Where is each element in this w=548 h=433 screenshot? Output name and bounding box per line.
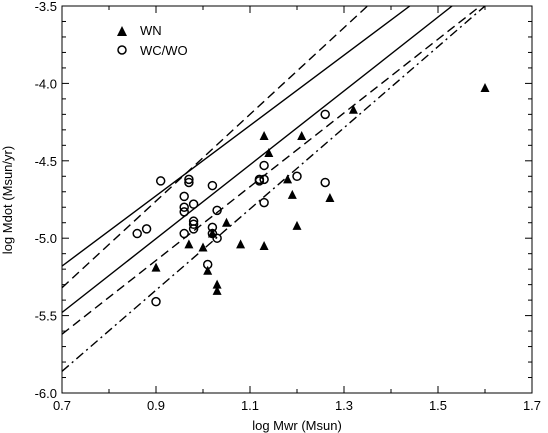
data-point-wn xyxy=(480,83,490,93)
data-point-wcwo xyxy=(207,180,218,191)
data-point-wn xyxy=(325,192,335,202)
data-point-wcwo xyxy=(202,259,213,270)
model-line-dashdot-4 xyxy=(62,6,486,372)
data-point-wcwo xyxy=(292,171,302,182)
data-point-wn xyxy=(212,285,222,295)
data-point-wcwo xyxy=(151,296,161,307)
x-tick-labels: 0.7 0.9 1.1 1.3 1.5 1.7 xyxy=(53,398,541,413)
data-point-wcwo xyxy=(179,207,189,217)
data-point-wcwo xyxy=(212,205,222,216)
x-tick-label: 1.5 xyxy=(429,398,447,413)
x-tick-label: 1.1 xyxy=(241,398,259,413)
data-point-wn xyxy=(184,239,194,249)
x-tick-label: 0.7 xyxy=(53,398,71,413)
data-point-wn xyxy=(283,174,293,184)
data-point-wcwo xyxy=(141,224,152,234)
model-line-solid-0 xyxy=(62,6,411,267)
legend: WN WC/WO xyxy=(117,23,188,58)
data-point-wcwo xyxy=(184,174,194,185)
data-point-wcwo xyxy=(254,176,265,186)
data-point-wcwo xyxy=(320,109,330,120)
x-tick-label: 0.9 xyxy=(147,398,165,413)
data-point-wn xyxy=(259,131,269,141)
data-point-wn xyxy=(203,265,213,275)
data-point-wcwo xyxy=(212,233,222,243)
data-point-wcwo xyxy=(132,228,142,239)
y-tick-label: -6.0 xyxy=(35,386,57,401)
y-tick-label: -5.5 xyxy=(35,309,57,324)
y-tick-label: -5.0 xyxy=(35,231,57,246)
data-point-wcwo xyxy=(320,177,330,188)
model-lines xyxy=(62,6,486,372)
data-point-wn xyxy=(212,279,222,289)
legend-label-wn: WN xyxy=(140,23,162,38)
plot-frame xyxy=(61,5,533,394)
data-point-wn xyxy=(292,220,302,230)
data-point-wcwo xyxy=(184,177,194,188)
y-tick-labels: -6.0 -5.5 -5.0 -4.5 -4.0 -3.5 xyxy=(35,0,57,401)
data-point-wcwo xyxy=(259,197,269,208)
data-point-wcwo xyxy=(188,199,199,209)
x-tick-label: 1.7 xyxy=(523,398,541,413)
legend-marker-wn xyxy=(117,26,127,36)
model-line-dashed-3 xyxy=(62,6,481,335)
data-point-wcwo xyxy=(188,224,199,234)
data-point-wcwo xyxy=(259,160,269,171)
data-point-wn xyxy=(259,240,269,250)
x-axis-label: log Mwr (Msun) xyxy=(252,418,342,433)
data-point-wn xyxy=(222,217,231,227)
data-point-wcwo xyxy=(259,174,269,185)
data-point-wn xyxy=(151,262,161,272)
model-line-solid-1 xyxy=(62,6,453,314)
data-point-wcwo xyxy=(179,191,189,202)
legend-marker-wcwo xyxy=(117,45,127,55)
legend-label-wcwo: WC/WO xyxy=(140,43,188,58)
data-point-wn xyxy=(348,104,358,114)
data-point-wcwo xyxy=(188,219,199,230)
y-tick-label: -4.0 xyxy=(35,76,57,91)
data-point-wn xyxy=(198,242,208,252)
x-tick-label: 1.3 xyxy=(335,398,353,413)
data-point-wn xyxy=(236,239,246,249)
y-axis-label: log Mdot (Msun/yr) xyxy=(0,146,15,254)
data-point-wn xyxy=(297,131,307,141)
data-point-wn xyxy=(287,189,297,199)
data-point-wcwo xyxy=(179,228,189,239)
y-tick-label: -4.5 xyxy=(35,154,57,169)
data-point-wcwo xyxy=(207,222,218,233)
data-points xyxy=(132,83,490,307)
axis-ticks xyxy=(61,5,533,394)
data-point-wcwo xyxy=(179,202,189,212)
data-point-wcwo xyxy=(155,176,166,186)
data-point-wn xyxy=(264,148,274,158)
y-tick-label: -3.5 xyxy=(35,0,57,14)
